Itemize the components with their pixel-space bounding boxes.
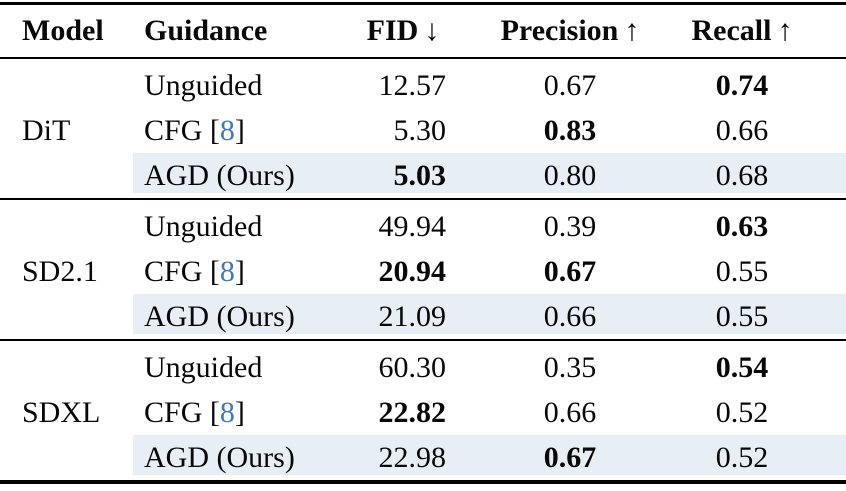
guidance-cell: CFG [8] — [144, 395, 245, 429]
precision-value: 0.67 — [543, 254, 597, 288]
citation-link[interactable]: 8 — [219, 395, 235, 429]
table-header-row: Model Guidance FID ↓ Precision ↑ Recall ↑ — [0, 4, 846, 59]
header-recall-label: Recall — [691, 14, 772, 47]
recall-value: 0.52 — [715, 395, 769, 429]
guidance-label: Unguided — [144, 350, 263, 384]
down-arrow-icon: ↓ — [424, 14, 440, 47]
table-row: AGD (Ours) 21.09 0.66 0.55 — [0, 294, 846, 340]
table-row: DiT Unguided 12.57 0.67 0.74 — [0, 58, 846, 147]
fid-value: 22.98 — [360, 435, 446, 482]
precision-value: 0.67 — [543, 68, 597, 102]
citation-link[interactable]: 8 — [219, 113, 235, 147]
model-cell: SDXL — [22, 395, 101, 429]
fid-value: 21.09 — [360, 294, 446, 340]
model-group-dit: DiT Unguided 12.57 0.67 0.74 CFG [8] 5.30 0.83 0… — [0, 58, 846, 199]
table-row: CFG [8] 20.94 0.67 0.55 — [0, 249, 846, 294]
guidance-label: AGD (Ours) — [144, 440, 295, 474]
guidance-label: CFG — [144, 113, 203, 147]
recall-value: 0.54 — [715, 350, 769, 384]
fid-value: 22.82 — [378, 395, 447, 429]
header-guidance: Guidance — [133, 4, 360, 59]
guidance-cell: CFG [8] — [144, 113, 245, 147]
recall-value: 0.63 — [715, 209, 769, 243]
recall-value: 0.52 — [671, 435, 846, 482]
precision-value: 0.66 — [543, 395, 597, 429]
model-group-sd21: SD2.1 Unguided 49.94 0.39 0.63 CFG [8] 20.94 0.… — [0, 199, 846, 340]
guidance-cell: AGD (Ours) — [133, 153, 360, 199]
guidance-cell: AGD (Ours) — [133, 294, 360, 340]
fid-value: 60.30 — [378, 350, 447, 384]
table-row: CFG [8] 5.30 0.83 0.66 — [0, 108, 846, 153]
header-fid: FID ↓ — [360, 4, 446, 59]
citation-link[interactable]: 8 — [219, 254, 235, 288]
table-row: AGD (Ours) 5.03 0.80 0.68 — [0, 153, 846, 199]
header-precision: Precision ↑ — [446, 4, 671, 59]
guidance-cell: Unguided — [133, 340, 360, 390]
up-arrow-icon: ↑ — [624, 14, 640, 47]
recall-value: 0.66 — [715, 113, 769, 147]
recall-value: 0.68 — [671, 153, 846, 199]
header-model-label: Model — [22, 14, 104, 47]
fid-value: 49.94 — [378, 209, 447, 243]
guidance-label: CFG — [144, 395, 203, 429]
precision-value: 0.83 — [543, 113, 597, 147]
guidance-cell: Unguided — [133, 199, 360, 249]
precision-value: 0.67 — [446, 435, 671, 482]
table-row: CFG [8] 22.82 0.66 0.52 — [0, 390, 846, 435]
guidance-label: CFG — [144, 254, 203, 288]
precision-value: 0.39 — [543, 209, 597, 243]
header-fid-label: FID — [366, 14, 419, 47]
header-precision-label: Precision — [500, 14, 619, 47]
recall-value: 0.74 — [715, 68, 769, 102]
table-row: AGD (Ours) 22.98 0.67 0.52 — [0, 435, 846, 482]
model-cell: DiT — [22, 113, 71, 147]
fid-value: 12.57 — [378, 68, 447, 102]
guidance-cell: AGD (Ours) — [133, 435, 360, 482]
fid-value: 5.30 — [393, 113, 447, 147]
header-model: Model — [0, 4, 133, 59]
guidance-cell: CFG [8] — [144, 254, 245, 288]
table-row: SDXL Unguided 60.30 0.35 0.54 — [0, 340, 846, 429]
table-row: SD2.1 Unguided 49.94 0.39 0.63 — [0, 199, 846, 288]
guidance-label: Unguided — [144, 209, 263, 243]
guidance-cell: Unguided — [133, 58, 360, 108]
header-guidance-label: Guidance — [144, 14, 268, 47]
recall-value: 0.55 — [715, 254, 769, 288]
guidance-label: AGD (Ours) — [144, 299, 295, 333]
precision-value: 0.66 — [446, 294, 671, 340]
precision-value: 0.35 — [543, 350, 597, 384]
guidance-label: Unguided — [144, 68, 263, 102]
header-recall: Recall ↑ — [671, 4, 846, 59]
up-arrow-icon: ↑ — [777, 14, 793, 47]
recall-value: 0.55 — [671, 294, 846, 340]
model-group-sdxl: SDXL Unguided 60.30 0.35 0.54 CFG [8] 22.82 0.6… — [0, 340, 846, 482]
precision-value: 0.80 — [446, 153, 671, 199]
guidance-label: AGD (Ours) — [144, 158, 295, 192]
fid-value: 5.03 — [360, 153, 446, 199]
model-cell: SD2.1 — [22, 254, 98, 288]
fid-value: 20.94 — [378, 254, 447, 288]
